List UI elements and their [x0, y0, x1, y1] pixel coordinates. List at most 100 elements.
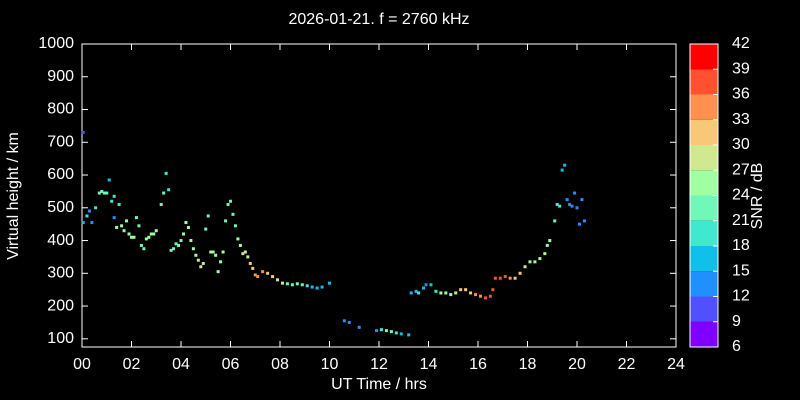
data-point — [422, 286, 426, 290]
data-point — [523, 265, 527, 269]
colorbar-bin — [690, 296, 718, 322]
data-point — [570, 204, 574, 208]
data-point — [152, 232, 156, 236]
data-point — [439, 291, 443, 295]
data-point — [127, 232, 131, 236]
data-point — [110, 199, 114, 203]
data-point — [243, 250, 247, 254]
data-point — [253, 273, 257, 277]
data-point — [204, 227, 208, 231]
data-point — [434, 289, 438, 293]
data-point — [125, 219, 129, 223]
data-point — [488, 294, 492, 298]
data-point — [85, 214, 89, 218]
y-tick-label: 100 — [47, 330, 74, 347]
data-point — [491, 288, 495, 292]
data-point — [394, 331, 398, 335]
data-point — [199, 265, 203, 269]
chart-title: 2026-01-21. f = 2760 kHz — [288, 11, 469, 28]
data-point — [513, 276, 517, 280]
data-point — [115, 225, 119, 229]
data-point — [389, 330, 393, 334]
x-tick-label: 18 — [519, 356, 537, 373]
colorbar-tick-label: 21 — [732, 212, 750, 229]
colorbar-tick-label: 24 — [732, 187, 750, 204]
data-point — [172, 247, 176, 251]
data-point — [407, 333, 411, 337]
data-point — [347, 320, 351, 324]
data-point — [186, 225, 190, 229]
data-point — [266, 271, 270, 275]
data-point — [246, 255, 250, 259]
y-tick-label: 700 — [47, 133, 74, 150]
data-point — [493, 276, 497, 280]
data-point — [454, 291, 458, 295]
data-point — [295, 282, 299, 286]
data-point — [553, 219, 557, 223]
colorbar-tick-label: 36 — [732, 86, 750, 103]
data-point — [548, 239, 552, 243]
data-point — [478, 294, 482, 298]
colorbar-bin — [690, 69, 718, 95]
data-point — [107, 178, 111, 182]
data-point — [196, 258, 200, 262]
y-tick-label: 300 — [47, 265, 74, 282]
colorbar-tick-label: 30 — [732, 136, 750, 153]
data-point — [503, 275, 507, 279]
data-point — [538, 257, 542, 261]
data-point — [224, 219, 228, 223]
data-point — [342, 319, 346, 323]
data-point — [216, 270, 220, 274]
colorbar-tick-label: 12 — [732, 288, 750, 305]
data-point — [81, 221, 85, 225]
data-point — [90, 221, 94, 225]
data-point — [518, 271, 522, 275]
colorbar-bin — [690, 170, 718, 196]
y-tick-label: 1000 — [38, 35, 74, 52]
data-point — [214, 253, 218, 257]
y-tick-label: 500 — [47, 199, 74, 216]
data-point — [575, 206, 579, 210]
data-point — [149, 232, 153, 236]
data-point — [290, 283, 294, 287]
data-point — [320, 285, 324, 289]
data-point — [147, 235, 151, 239]
colorbar-tick-label: 39 — [732, 60, 750, 77]
data-point — [184, 221, 188, 225]
data-point — [112, 194, 116, 198]
data-point — [328, 281, 331, 285]
colorbar-bin — [690, 220, 718, 246]
data-point — [409, 291, 413, 295]
data-point — [236, 237, 240, 241]
colorbar-label: SNR / dB — [749, 163, 766, 230]
x-tick-label: 08 — [271, 356, 289, 373]
data-point — [167, 188, 171, 192]
data-point — [528, 260, 532, 264]
data-point — [444, 291, 448, 295]
data-point — [219, 260, 223, 264]
data-point — [280, 281, 284, 285]
x-tick-label: 10 — [321, 356, 339, 373]
data-point — [251, 266, 255, 270]
data-point — [142, 247, 146, 251]
data-point — [261, 270, 265, 274]
x-tick-label: 02 — [123, 356, 141, 373]
data-point — [137, 224, 141, 228]
data-point — [379, 328, 383, 332]
y-tick-label: 400 — [47, 232, 74, 249]
data-point — [357, 325, 361, 329]
y-tick-label: 900 — [47, 68, 74, 85]
data-point — [375, 329, 379, 333]
data-point — [189, 239, 193, 243]
x-tick-label: 04 — [172, 356, 190, 373]
data-point — [568, 203, 572, 207]
data-point — [81, 130, 85, 134]
data-point — [105, 191, 109, 195]
data-point — [164, 171, 168, 175]
data-point — [573, 191, 577, 195]
data-point — [169, 248, 173, 252]
data-point — [102, 191, 106, 195]
x-tick-label: 20 — [568, 356, 586, 373]
data-point — [209, 250, 213, 254]
data-point — [206, 214, 210, 218]
